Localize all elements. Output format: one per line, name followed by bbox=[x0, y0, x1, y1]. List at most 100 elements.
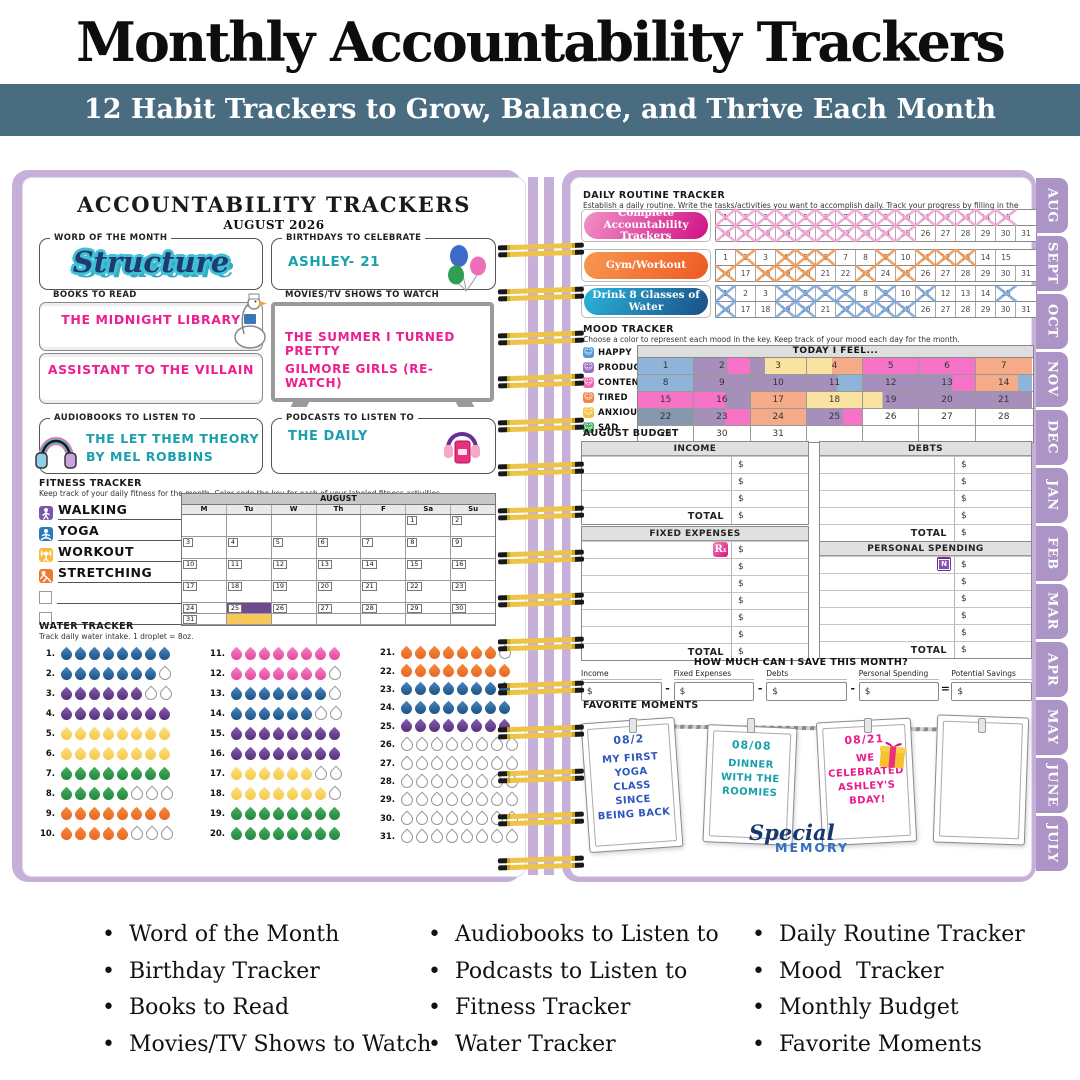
water-drop-filled bbox=[482, 663, 498, 680]
water-drop-filled bbox=[156, 726, 172, 742]
water-drop-empty bbox=[428, 736, 445, 754]
water-drop-filled bbox=[142, 766, 158, 782]
budget-fixed-expenses-table: FIXED EXPENSES Rx $ $ $ $ $ $ TOTAL $ bbox=[581, 526, 809, 661]
water-subtitle: Track daily water intake. 1 droplet = 8o… bbox=[39, 632, 194, 641]
water-drop-filled bbox=[72, 686, 88, 702]
water-day-number: 8. bbox=[45, 789, 55, 799]
fitness-calendar-cell bbox=[451, 614, 495, 624]
budget-amount-cell: $ bbox=[961, 645, 967, 655]
water-drop-filled bbox=[156, 746, 172, 762]
mood-day-cell bbox=[863, 426, 920, 442]
x-mark bbox=[795, 209, 816, 226]
water-drop-empty bbox=[443, 736, 460, 754]
fitness-calendar-day-headers: M Tu W Th F Sa Su bbox=[182, 505, 495, 515]
water-drop-filled bbox=[114, 806, 130, 822]
water-day-row: 8. bbox=[33, 784, 175, 804]
budget-row: $ bbox=[820, 507, 1031, 524]
fitness-calendar-week: 10 11 12 13 14 15 16 bbox=[182, 559, 495, 581]
water-day-number: 6. bbox=[45, 749, 55, 759]
water-drop-empty bbox=[458, 791, 475, 809]
month-tab-nov: NOV bbox=[1036, 352, 1068, 407]
water-drop-empty bbox=[488, 755, 505, 773]
x-mark bbox=[855, 225, 876, 242]
water-drop-filled bbox=[326, 746, 342, 762]
water-drop-filled bbox=[312, 786, 328, 802]
water-drop-filled bbox=[270, 646, 286, 662]
water-drop-filled bbox=[242, 746, 258, 762]
water-drop-filled bbox=[496, 700, 512, 717]
routine-day-cell: 2 bbox=[735, 249, 756, 266]
routine-day-cell: 12 bbox=[935, 209, 956, 226]
feature-item: Books to Read bbox=[102, 995, 431, 1020]
movies-entry: GILMORE GIRLS (RE-WATCH) bbox=[285, 362, 434, 390]
x-mark bbox=[855, 265, 876, 282]
water-drop-filled bbox=[128, 686, 144, 702]
mood-day-cell: 16 bbox=[694, 392, 751, 408]
fitness-calendar-cell: 22 bbox=[406, 581, 452, 602]
routine-day-cell: 8 bbox=[856, 250, 876, 265]
x-mark bbox=[735, 249, 756, 266]
water-drop-filled bbox=[72, 786, 88, 802]
water-drop-filled bbox=[270, 726, 286, 742]
water-day-number: 14. bbox=[209, 709, 225, 719]
budget-amount-cell: $ bbox=[961, 477, 967, 487]
fitness-key: WALKING YOGA WORKOUT STRETCHING bbox=[39, 500, 181, 626]
mood-day-cell: 30 bbox=[694, 426, 751, 442]
routine-day-cell: 29 bbox=[976, 226, 996, 241]
routine-day-cell: 11 bbox=[915, 249, 936, 266]
budget-amount-cell: $ bbox=[738, 511, 744, 521]
routine-day-cell: 2 bbox=[735, 209, 756, 226]
routine-day-cell: 23 bbox=[855, 301, 876, 318]
water-drop-filled bbox=[86, 806, 102, 822]
x-mark bbox=[955, 249, 976, 266]
month-tab-may: MAY bbox=[1036, 700, 1068, 755]
mood-day-cell bbox=[919, 426, 976, 442]
tv-leg bbox=[290, 398, 312, 407]
water-drop-empty bbox=[443, 810, 460, 828]
mood-day-cell: 3 bbox=[750, 358, 807, 374]
water-drop-filled bbox=[228, 786, 244, 802]
feature-item: Favorite Moments bbox=[752, 1032, 1025, 1057]
clothespin bbox=[629, 718, 637, 733]
polaroid-frame: 08/2 MY FIRST YOGA CLASS SINCE BEING BACK bbox=[580, 716, 684, 854]
x-mark bbox=[995, 285, 1017, 302]
water-drop-empty bbox=[413, 773, 430, 791]
fitness-key-label: WORKOUT bbox=[58, 543, 181, 562]
routine-day-cell: 15 bbox=[995, 285, 1017, 302]
mood-grid-row: 15 16 17 18 19 20 21 bbox=[638, 392, 1033, 409]
water-drop-empty bbox=[443, 791, 460, 809]
water-drop-filled bbox=[298, 706, 314, 722]
fitness-calendar-week: 17 18 19 20 21 22 23 bbox=[182, 581, 495, 603]
x-mark bbox=[775, 249, 796, 266]
water-drop-empty bbox=[398, 773, 415, 791]
water-drop-filled bbox=[482, 700, 498, 717]
mood-day-cell: 17 bbox=[750, 392, 807, 408]
budget-row: $ bbox=[582, 473, 808, 490]
water-drop-filled bbox=[454, 718, 470, 735]
water-drop-filled bbox=[256, 746, 272, 762]
routine-day-cell: 16 bbox=[715, 301, 736, 318]
water-column-2: 11. 12. 13. 14. 15. 16. 17. 18. 19. 20. bbox=[203, 644, 344, 844]
water-drop-filled bbox=[312, 646, 328, 662]
budget-title: AUGUST BUDGET bbox=[583, 428, 679, 439]
water-drop-filled bbox=[454, 645, 470, 661]
water-drop-filled bbox=[142, 666, 158, 682]
save-field-input: $ bbox=[766, 682, 847, 701]
water-drop-empty bbox=[143, 825, 160, 843]
x-mark bbox=[775, 209, 796, 226]
water-drop-empty bbox=[326, 665, 343, 683]
routine-day-cell: 2 bbox=[736, 286, 756, 301]
water-day-row: 16. bbox=[203, 744, 343, 764]
water-drop-filled bbox=[128, 806, 144, 822]
routine-day-cell: 10 bbox=[896, 250, 916, 265]
budget-income-table: INCOME $ $ $ TOTAL $ bbox=[581, 441, 809, 525]
day-number: 8 bbox=[407, 538, 418, 547]
spiral-coil bbox=[497, 330, 585, 346]
water-drop-empty bbox=[443, 773, 460, 791]
books-book-top: THE MIDNIGHT LIBRARY bbox=[39, 302, 263, 351]
water-day-number: 4. bbox=[45, 709, 55, 719]
save-field-label: Debts bbox=[766, 669, 847, 680]
day-number: 5 bbox=[272, 538, 283, 547]
routine-day-cell: 6 bbox=[815, 285, 836, 302]
